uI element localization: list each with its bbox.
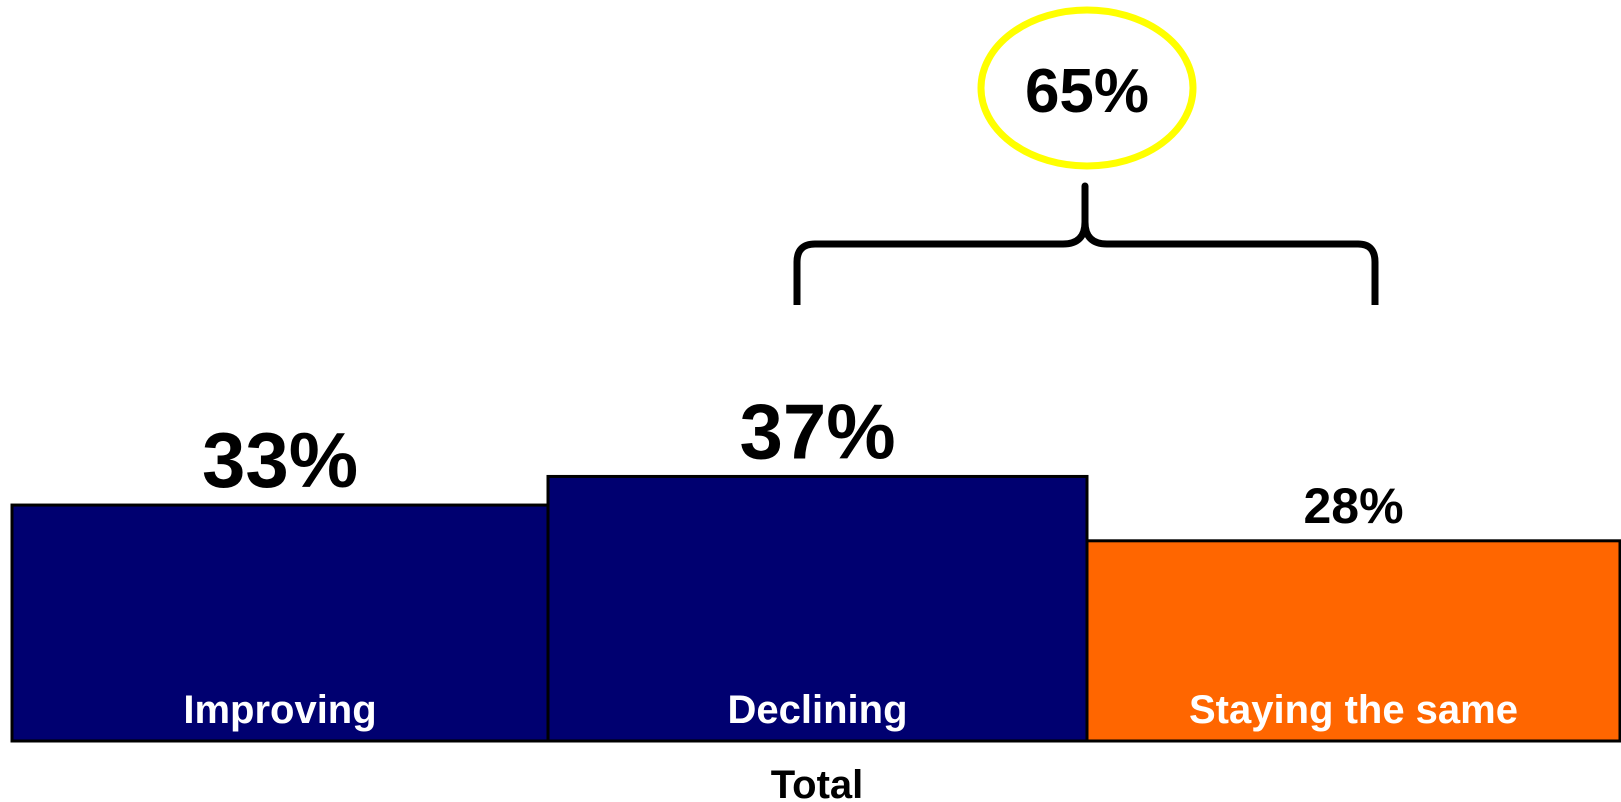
value-labels-layer: 33% 37% 28% bbox=[202, 387, 1404, 533]
bar-improving bbox=[10, 503, 550, 743]
x-axis-label: Total bbox=[771, 763, 864, 802]
value-label-staying-the-same: 28% bbox=[1303, 478, 1403, 534]
value-label-declining: 37% bbox=[739, 387, 895, 475]
category-label-staying-the-same: Staying the same bbox=[1189, 688, 1518, 732]
category-label-improving: Improving bbox=[183, 688, 376, 732]
annotation-brace bbox=[793, 182, 1379, 305]
category-label-declining: Declining bbox=[727, 688, 907, 732]
bars-layer bbox=[10, 474, 1621, 743]
annotation-circle bbox=[977, 6, 1197, 170]
bar-declining bbox=[546, 474, 1089, 743]
value-label-improving: 33% bbox=[202, 416, 358, 504]
annotation-label: 65% bbox=[1025, 57, 1149, 126]
category-labels-layer: Improving Declining Staying the same bbox=[183, 688, 1518, 732]
annotation-group: 65% bbox=[793, 6, 1379, 305]
bar-staying-the-same bbox=[1085, 539, 1621, 743]
